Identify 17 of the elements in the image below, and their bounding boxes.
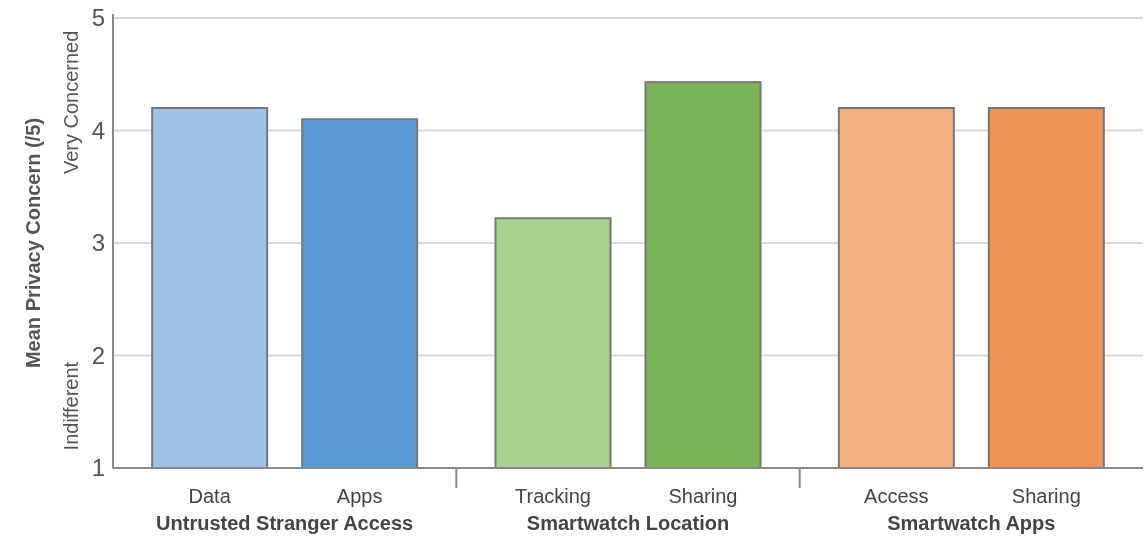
text: Smartwatch Location (526, 512, 730, 534)
x-tick-label: Tracking (515, 485, 591, 507)
text: Untrusted Stranger Access (156, 512, 414, 534)
y-tick-label: 3 (91, 229, 105, 257)
text: Indifferent (60, 361, 82, 451)
y-tick-label: 5 (91, 4, 105, 32)
y-axis-title: Mean Privacy Concern (/5) (22, 117, 44, 369)
x-tick-label: Apps (336, 485, 383, 507)
x-tick-label: Data (188, 485, 232, 507)
y-tick-label: 2 (91, 341, 105, 369)
x-tick-label: Access (864, 485, 929, 507)
x-tick-label: Sharing (668, 485, 738, 507)
text: Very Concerned (60, 30, 82, 175)
y-tick-label: 1 (91, 454, 105, 482)
text: Smartwatch Apps (887, 512, 1056, 534)
y-tick-label: 4 (91, 116, 105, 144)
x-tick-label: Sharing (1011, 485, 1081, 507)
